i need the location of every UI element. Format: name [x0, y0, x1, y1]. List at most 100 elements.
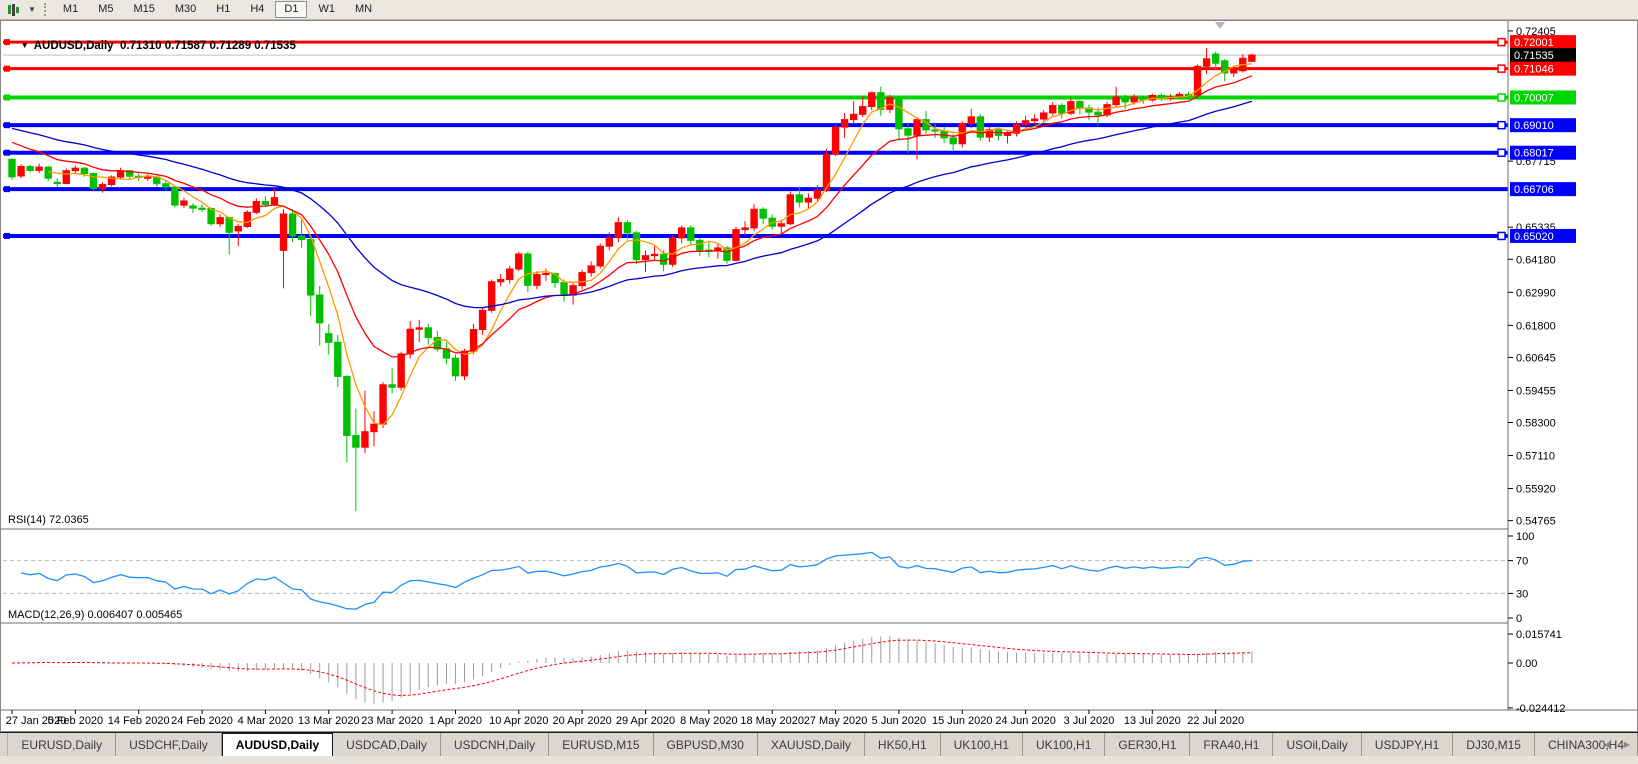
- timeframe-button-m5[interactable]: M5: [98, 3, 114, 15]
- candle-body: [1067, 101, 1075, 114]
- candle-body: [650, 253, 659, 257]
- chart-tab-usdchf-daily-1[interactable]: USDCHF,Daily: [116, 733, 222, 756]
- date-tick-label: 4 Mar 2020: [238, 715, 294, 727]
- timeframe-button-m15[interactable]: M15: [133, 3, 155, 15]
- timeframe-button-h4[interactable]: H4: [250, 3, 265, 15]
- chart-window: 0.72405 0.67715 0.65335 0.64180 0.62990 0.618…: [0, 20, 1638, 732]
- chart-tab-ger30-h1-11[interactable]: GER30,H1: [1105, 733, 1191, 756]
- candle-body: [171, 186, 179, 206]
- candle-body: [89, 172, 98, 189]
- chart-tabbar: EURUSD,Daily USDCHF,Daily AUDUSD,Daily USDC…: [0, 732, 1638, 756]
- chart-tab-gbpusd-m30-6[interactable]: GBPUSD,M30: [654, 733, 758, 756]
- indicator-bar-green2: [15, 6, 19, 13]
- chart-tab-xauusd-daily-7[interactable]: XAUUSD,Daily: [758, 733, 865, 756]
- triangle-down-icon[interactable]: ▼: [20, 41, 29, 50]
- chart-tab-eurusd-m15-5[interactable]: EURUSD,M15: [549, 733, 654, 756]
- candle-body: [822, 153, 831, 191]
- hline-right-marker-0.70007[interactable]: [1497, 93, 1506, 102]
- candle-body: [1003, 132, 1012, 136]
- price-badge-bg-0.71046: [1510, 61, 1576, 76]
- indicator-bar-dark: [11, 3, 15, 16]
- hline-left-marker-0.6901[interactable]: [4, 122, 10, 129]
- chart-tab-audusd-daily-2[interactable]: AUDUSD,Daily: [221, 733, 334, 756]
- hline-left-marker-0.71046[interactable]: [4, 65, 10, 72]
- price-tick-label: 0.60645: [1516, 352, 1556, 364]
- price-tick-label: 0.64180: [1516, 254, 1556, 266]
- candle-body: [297, 235, 306, 241]
- chart-tab-china300-h4-16[interactable]: CHINA300,H4: [1535, 733, 1638, 756]
- chart-tab-uk100-h1-10[interactable]: UK100,H1: [1023, 733, 1106, 756]
- candle-body: [1193, 65, 1202, 96]
- candle-body: [506, 268, 514, 281]
- hline-right-marker-0.72001[interactable]: [1497, 37, 1506, 47]
- chart-tab-usdjpy-h1-14[interactable]: USDJPY,H1: [1362, 733, 1454, 756]
- date-tick-label: 20 Apr 2020: [552, 715, 611, 727]
- candle-body: [62, 170, 70, 184]
- candle-body: [732, 229, 740, 261]
- toolbar-grip[interactable]: [43, 3, 51, 16]
- candle-body: [415, 327, 423, 330]
- chart-tab-usdcad-daily-3[interactable]: USDCAD,Daily: [333, 733, 441, 756]
- candle-body: [759, 208, 767, 219]
- price-badge-label: 0.68017: [1514, 148, 1554, 160]
- candle-body: [306, 239, 315, 296]
- timeframe-button-m30[interactable]: M30: [174, 3, 197, 15]
- chart-tab-usdcnh-daily-4[interactable]: USDCNH,Daily: [441, 733, 550, 756]
- rsi-tick-label: 30: [1516, 588, 1528, 600]
- hline-left-marker-0.70007[interactable]: [4, 94, 10, 101]
- date-tick-label: 10 Apr 2020: [489, 715, 548, 727]
- chart-tab-hk50-h1-8[interactable]: HK50,H1: [865, 733, 941, 756]
- candle-body: [1130, 96, 1138, 103]
- macd-tick-label: 0.00: [1516, 658, 1537, 670]
- chart-tab-dj30-m15-15[interactable]: DJ30,M15: [1453, 733, 1535, 756]
- price-badge-label: 0.69010: [1514, 120, 1554, 132]
- price-badge-label: 0.66706: [1514, 184, 1554, 196]
- tab-list: EURUSD,Daily USDCHF,Daily AUDUSD,Daily USDC…: [8, 733, 1638, 756]
- chevron-down-icon[interactable]: ▼: [28, 5, 36, 14]
- hline-left-marker-0.72001[interactable]: [4, 39, 10, 46]
- candle-body: [1230, 69, 1238, 74]
- price-badge-label: 0.72001: [1514, 37, 1554, 49]
- hline-left-marker-0.66706[interactable]: [4, 186, 10, 193]
- chart-tab-uk100-h1-9[interactable]: UK100,H1: [941, 733, 1023, 756]
- candle-body: [17, 166, 25, 177]
- timeframe-button-h1[interactable]: H1: [216, 3, 231, 15]
- candle-body: [80, 167, 89, 174]
- candle-body: [234, 226, 242, 232]
- candle-body: [71, 167, 80, 172]
- hline-right-marker-0.6502[interactable]: [1497, 231, 1506, 241]
- hline-left-marker-0.68017[interactable]: [4, 149, 10, 156]
- timeframe-button-mn[interactable]: MN: [354, 3, 373, 15]
- chart-tab-usoil-daily-13[interactable]: USOil,Daily: [1273, 733, 1362, 756]
- tab-scroll-right-icon[interactable]: ▶: [1623, 740, 1630, 749]
- timeframe-button-w1[interactable]: W1: [318, 3, 335, 15]
- candle-body: [560, 282, 568, 296]
- date-tick-label: 13 Mar 2020: [298, 715, 360, 727]
- ma-line-ema13: [11, 75, 1253, 358]
- candle-body: [904, 128, 912, 136]
- candle-body: [388, 384, 396, 388]
- price-chart-canvas[interactable]: 0.724050.677150.653350.641800.629900.618…: [0, 20, 1638, 732]
- price-tick-label: 0.72405: [1516, 26, 1556, 38]
- chart-indicator-icon[interactable]: [2, 2, 24, 17]
- hline-right-marker-0.71046[interactable]: [1497, 64, 1506, 73]
- candle-body: [678, 227, 686, 239]
- price-tick-label: 0.57110: [1516, 451, 1555, 463]
- date-tick-label: 13 Jul 2020: [1124, 715, 1181, 727]
- candle-body: [1211, 53, 1220, 64]
- hline-left-marker-0.6502[interactable]: [4, 232, 10, 239]
- ma-line-sma5: [48, 63, 1252, 426]
- hline-right-marker-0.6901[interactable]: [1497, 120, 1506, 130]
- candle-body: [460, 350, 469, 377]
- candle-body: [614, 222, 623, 239]
- timeframe-button-m1[interactable]: M1: [62, 3, 79, 15]
- tab-scroll-left-icon[interactable]: ◀: [1603, 740, 1610, 749]
- chart-tab-eurusd-daily-0[interactable]: EURUSD,Daily: [8, 733, 117, 756]
- timeframe-button-d1[interactable]: D1: [275, 1, 308, 18]
- date-tick-label: 3 Jul 2020: [1064, 715, 1115, 727]
- chart-tab-fra40-h1-12[interactable]: FRA40,H1: [1190, 733, 1274, 756]
- candle-body: [786, 194, 794, 225]
- hline-right-marker-0.68017[interactable]: [1497, 148, 1506, 157]
- candle-body: [632, 232, 641, 261]
- macd-indicator-label: MACD(12,26,9) 0.006407 0.005465: [8, 609, 183, 621]
